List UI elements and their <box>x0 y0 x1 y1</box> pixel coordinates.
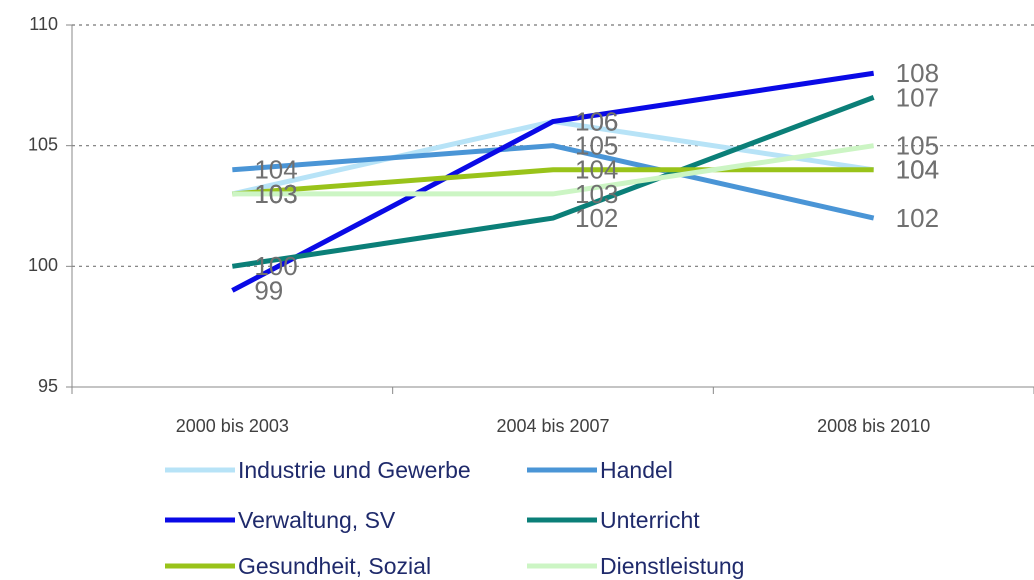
legend-label: Industrie und Gewerbe <box>238 457 471 483</box>
y-tick-label: 95 <box>38 376 58 396</box>
y-tick-label: 100 <box>28 255 58 275</box>
data-label: 99 <box>254 275 283 305</box>
y-tick-label: 105 <box>28 134 58 154</box>
series-line <box>232 143 875 221</box>
legend-label: Gesundheit, Sozial <box>238 553 431 579</box>
data-label: 104 <box>896 155 939 185</box>
series-line <box>232 143 875 197</box>
legend-label: Dienstleistung <box>600 553 744 579</box>
series-line <box>231 95 875 269</box>
x-tick-label: 2000 bis 2003 <box>176 416 289 436</box>
data-label: 107 <box>896 82 939 112</box>
x-tick-label: 2008 bis 2010 <box>817 416 930 436</box>
y-tick-label: 110 <box>29 14 58 34</box>
series-line <box>231 70 875 293</box>
data-label: 106 <box>575 106 618 136</box>
data-label: 102 <box>575 203 618 233</box>
legend-label: Unterricht <box>600 507 700 533</box>
data-label: 105 <box>575 131 618 161</box>
data-label: 103 <box>575 179 618 209</box>
data-label: 104 <box>575 155 618 185</box>
data-label: 106 <box>575 106 618 136</box>
data-label: 102 <box>896 203 939 233</box>
data-label: 108 <box>896 58 939 88</box>
legend-label: Handel <box>600 457 673 483</box>
data-label: 103 <box>254 179 297 209</box>
legend-label: Verwaltung, SV <box>238 507 396 533</box>
data-label: 104 <box>896 155 939 185</box>
data-label: 100 <box>254 251 297 281</box>
data-label: 103 <box>254 179 297 209</box>
x-tick-label: 2004 bis 2007 <box>496 416 609 436</box>
data-label: 104 <box>254 155 297 185</box>
data-label: 103 <box>254 179 297 209</box>
series-line <box>232 167 874 197</box>
data-label: 105 <box>896 131 939 161</box>
